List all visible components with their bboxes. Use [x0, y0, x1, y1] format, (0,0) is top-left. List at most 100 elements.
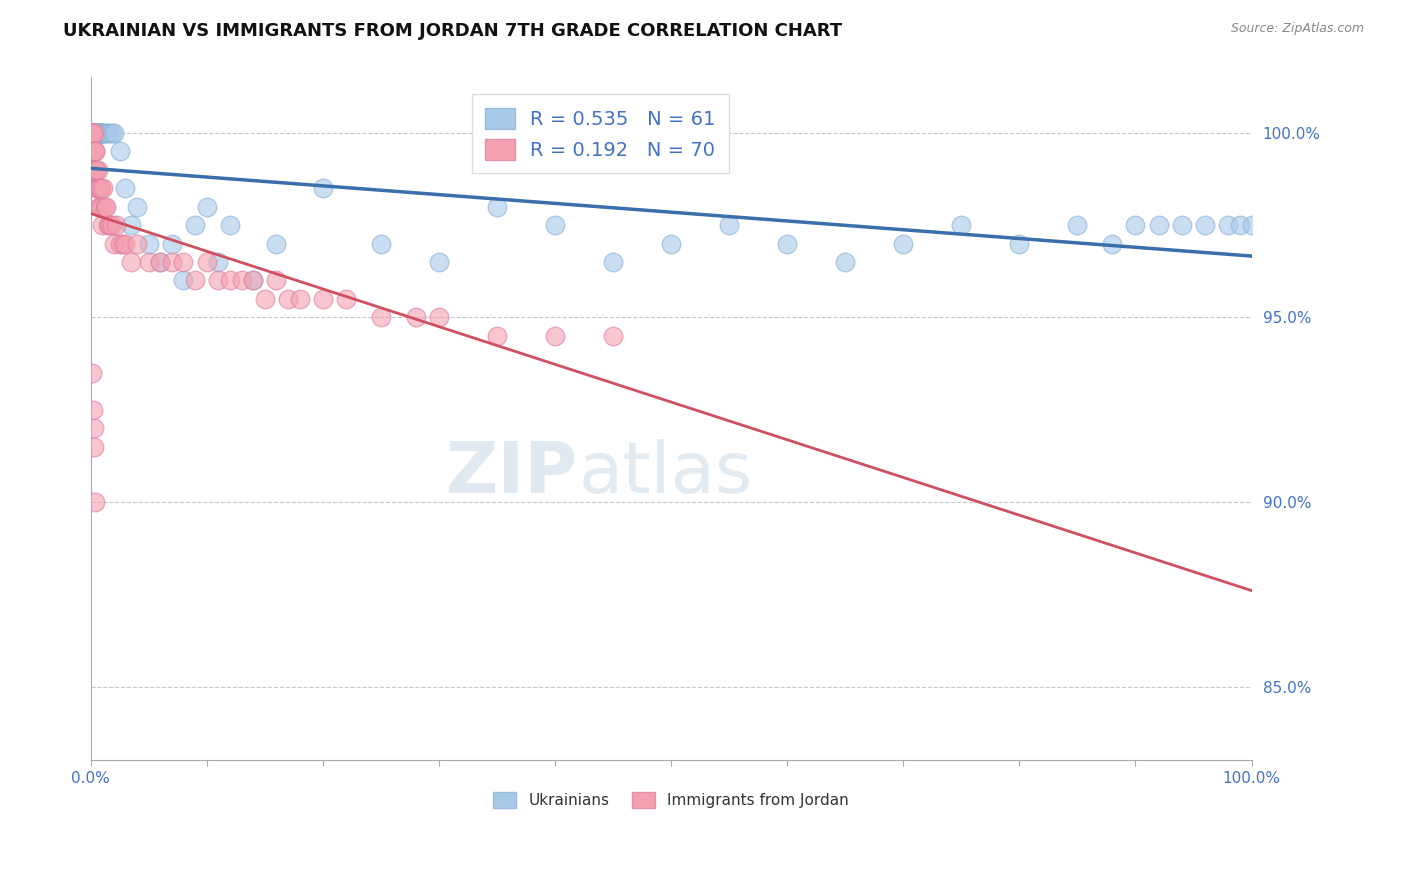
Point [195, 255, 218, 269]
Point [173, 255, 195, 269]
Point [718, 218, 741, 232]
Point [1171, 218, 1194, 232]
Point [83, 421, 105, 435]
Point [108, 236, 131, 251]
Point [91, 126, 114, 140]
Point [103, 236, 125, 251]
Point [207, 273, 229, 287]
Point [1147, 218, 1170, 232]
Point [1194, 218, 1216, 232]
Point [114, 236, 136, 251]
Point [776, 236, 799, 251]
Point [138, 236, 160, 251]
Point [80, 126, 103, 140]
Point [370, 310, 392, 325]
Point [242, 273, 264, 287]
Point [160, 255, 183, 269]
Point [1218, 218, 1240, 232]
Point [86, 181, 108, 195]
Point [335, 292, 357, 306]
Point [266, 236, 288, 251]
Point [90, 200, 112, 214]
Point [84, 181, 107, 195]
Point [91, 218, 114, 232]
Point [120, 218, 142, 232]
Point [834, 255, 856, 269]
Point [98, 218, 121, 232]
Point [82, 126, 104, 140]
Point [82, 126, 104, 140]
Point [80, 133, 103, 147]
Point [100, 126, 122, 140]
Point [80, 126, 103, 140]
Point [108, 145, 131, 159]
Point [114, 181, 136, 195]
Point [184, 273, 207, 287]
Point [90, 126, 112, 140]
Point [891, 236, 914, 251]
Point [86, 126, 108, 140]
Point [82, 126, 104, 140]
Point [195, 200, 218, 214]
Point [219, 273, 242, 287]
Point [93, 200, 115, 214]
Point [87, 126, 110, 140]
Point [98, 126, 121, 140]
Point [1066, 218, 1088, 232]
Point [138, 255, 160, 269]
Text: Source: ZipAtlas.com: Source: ZipAtlas.com [1230, 22, 1364, 36]
Point [83, 440, 105, 454]
Point [207, 255, 229, 269]
Text: UKRAINIAN VS IMMIGRANTS FROM JORDAN 7TH GRADE CORRELATION CHART: UKRAINIAN VS IMMIGRANTS FROM JORDAN 7TH … [63, 22, 842, 40]
Point [485, 329, 508, 343]
Point [80, 126, 103, 140]
Point [87, 162, 110, 177]
Point [485, 200, 508, 214]
Point [82, 126, 104, 140]
Point [1008, 236, 1031, 251]
Point [149, 255, 172, 269]
Point [87, 126, 110, 140]
Point [312, 181, 335, 195]
Point [84, 495, 107, 509]
Point [427, 255, 450, 269]
Point [1125, 218, 1147, 232]
Point [86, 126, 108, 140]
Point [86, 162, 108, 177]
Point [82, 126, 104, 140]
Point [93, 126, 115, 140]
Point [160, 236, 183, 251]
Text: ZIP: ZIP [446, 439, 578, 508]
Point [1101, 236, 1123, 251]
Point [219, 218, 242, 232]
Point [98, 218, 121, 232]
Point [89, 126, 111, 140]
Point [82, 402, 104, 417]
Point [112, 236, 135, 251]
Point [312, 292, 335, 306]
Point [83, 162, 105, 177]
Point [82, 366, 104, 380]
Point [87, 181, 110, 195]
Point [370, 236, 392, 251]
Point [83, 162, 105, 177]
Point [89, 126, 111, 140]
Point [125, 200, 148, 214]
Point [83, 126, 105, 140]
Point [89, 200, 111, 214]
Point [103, 126, 125, 140]
Point [89, 200, 111, 214]
Legend: Ukrainians, Immigrants from Jordan: Ukrainians, Immigrants from Jordan [486, 786, 855, 814]
Text: atlas: atlas [578, 439, 752, 508]
Point [86, 181, 108, 195]
Point [253, 292, 276, 306]
Point [89, 126, 111, 140]
Point [405, 310, 427, 325]
Point [100, 218, 122, 232]
Point [84, 145, 107, 159]
Point [659, 236, 682, 251]
Point [94, 200, 117, 214]
Point [83, 126, 105, 140]
Point [277, 292, 299, 306]
Point [97, 218, 120, 232]
